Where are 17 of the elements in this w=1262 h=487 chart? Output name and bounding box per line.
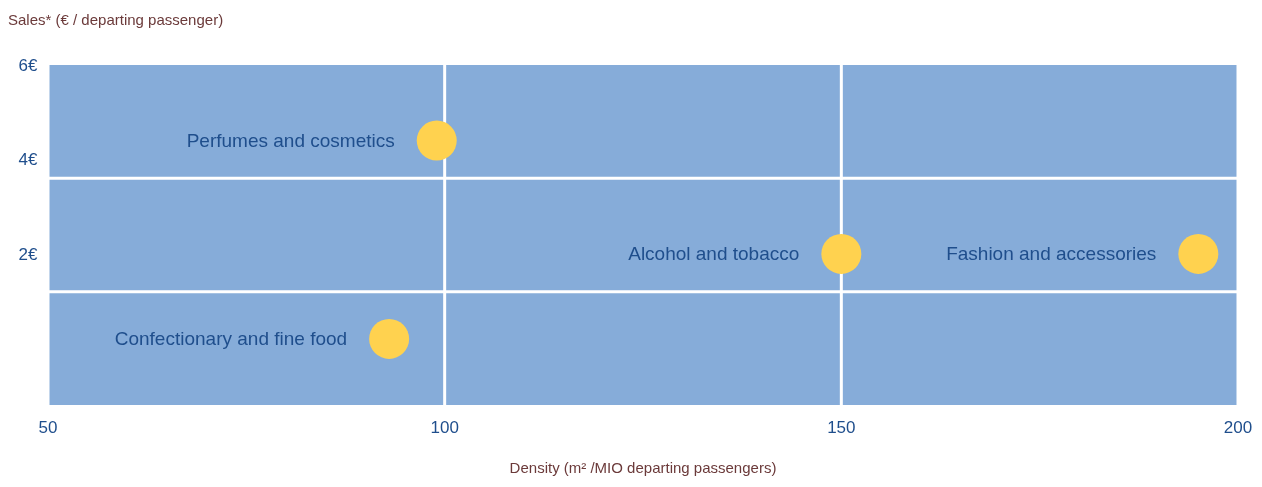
y-tick-label: 4€ [18, 150, 38, 170]
point [821, 233, 862, 274]
y-tick-label: 2€ [18, 244, 38, 264]
point [1178, 233, 1219, 274]
x-axis-title: Density (m² /MIO departing passengers) [509, 459, 777, 476]
point [369, 318, 410, 359]
x-tick-label: 150 [827, 418, 856, 437]
annotation: Fashion and accessories [946, 242, 1157, 264]
annotation: Confectionary and fine food [114, 327, 348, 349]
x-tick-label: 100 [430, 418, 459, 437]
point [416, 120, 457, 161]
x-tick-label: 50 [38, 418, 58, 437]
y-tick-label: 6€ [18, 56, 38, 75]
x-tick-label: 200 [1223, 418, 1253, 437]
annotation: Alcohol and tobacco [628, 242, 800, 264]
y-axis-title: Sales* (€ / departing passenger) [8, 11, 224, 28]
annotation: Perfumes and cosmetics [186, 129, 395, 151]
